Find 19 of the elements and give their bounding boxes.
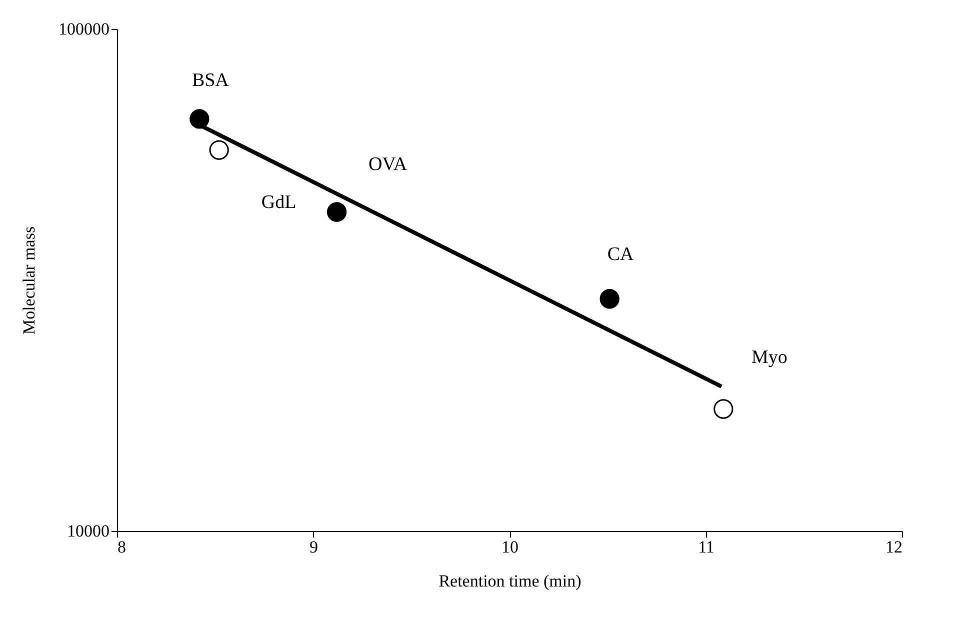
- x-tick-label: 10: [502, 538, 518, 556]
- point: [209, 140, 229, 160]
- x-tick-label: 12: [886, 538, 902, 556]
- x-axis-title: Retention time (min): [438, 572, 582, 590]
- x-tick-label: 8: [118, 538, 126, 556]
- annotation: BSA: [192, 70, 230, 91]
- point: [326, 202, 347, 222]
- point: [600, 289, 620, 309]
- y-tick-label: 10000: [67, 522, 110, 540]
- point: [714, 399, 734, 419]
- annotation: GdL: [261, 192, 296, 213]
- annotation: Myo: [751, 346, 788, 368]
- x-tick-label: 9: [310, 538, 318, 556]
- y-axis-title: Molecular mass: [20, 226, 38, 335]
- annotation: OVA: [368, 154, 408, 175]
- y-tick-label: 100000: [58, 20, 110, 38]
- point: [190, 109, 210, 129]
- x-tick-label: 11: [698, 538, 714, 556]
- annotation: CA: [607, 244, 634, 265]
